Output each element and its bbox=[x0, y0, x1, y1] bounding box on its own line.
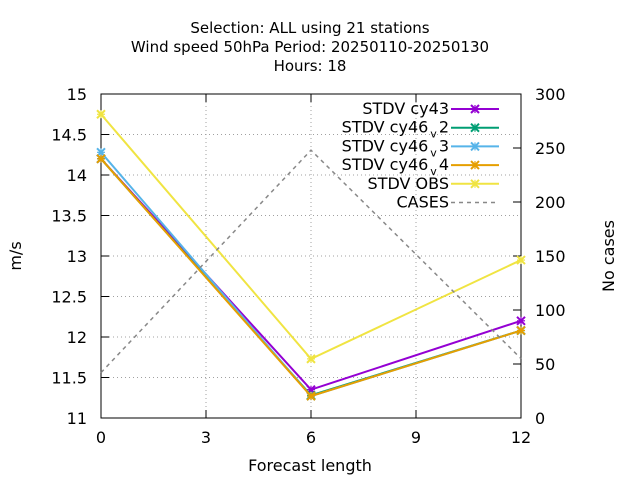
chart-title-line-1: Selection: ALL using 21 stations bbox=[190, 19, 429, 37]
y2-tick-label: 250 bbox=[535, 139, 566, 158]
y-tick-label: 11.5 bbox=[51, 369, 87, 388]
y-tick-label: 14.5 bbox=[51, 126, 87, 145]
chart-title-line-3: Hours: 18 bbox=[274, 57, 347, 75]
x-tick-label: 6 bbox=[306, 428, 316, 447]
y-axis-label: m/s bbox=[6, 241, 25, 270]
y-tick-label: 11 bbox=[67, 409, 87, 428]
x-tick-label: 3 bbox=[201, 428, 211, 447]
y2-tick-label: 0 bbox=[535, 409, 545, 428]
y-tick-label: 13.5 bbox=[51, 207, 87, 226]
y2-tick-label: 200 bbox=[535, 193, 566, 212]
y2-axis-label: No cases bbox=[599, 220, 618, 292]
series-line-5 bbox=[100, 149, 522, 374]
y-tick-label: 12.5 bbox=[51, 288, 87, 307]
x-tick-label: 12 bbox=[511, 428, 531, 447]
y-tick-label: 13 bbox=[67, 247, 87, 266]
legend-label-0: STDV cy43 bbox=[362, 99, 449, 118]
y-tick-label: 15 bbox=[67, 85, 87, 104]
legend-label-2: STDV cy46 v 3 bbox=[342, 136, 449, 159]
y2-tick-label: 150 bbox=[535, 247, 566, 266]
x-tick-label: 9 bbox=[411, 428, 421, 447]
legend-label-1: STDV cy46 v 2 bbox=[342, 118, 449, 141]
legend-label-3: STDV cy46 v 4 bbox=[342, 155, 449, 178]
y2-tick-label: 100 bbox=[535, 301, 566, 320]
y2-tick-label: 50 bbox=[535, 355, 555, 374]
y-tick-label: 12 bbox=[67, 328, 87, 347]
x-tick-label: 0 bbox=[96, 428, 106, 447]
chart-title-line-2: Wind speed 50hPa Period: 20250110-202501… bbox=[131, 38, 489, 56]
legend-label-4: STDV OBS bbox=[368, 174, 449, 193]
legend-label-5: CASES bbox=[396, 193, 449, 212]
y2-tick-label: 300 bbox=[535, 85, 566, 104]
x-axis-label: Forecast length bbox=[248, 456, 372, 475]
y-tick-label: 14 bbox=[67, 166, 87, 185]
